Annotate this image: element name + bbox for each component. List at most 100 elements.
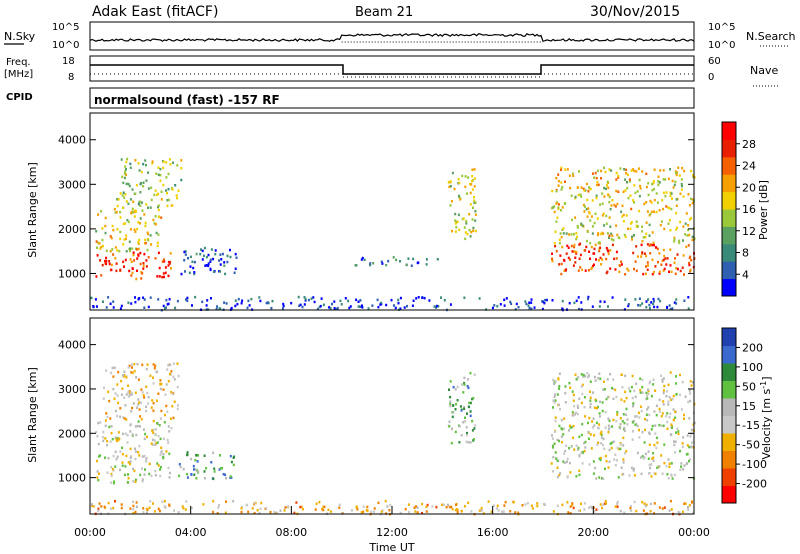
heatmap-cell [150, 198, 153, 202]
heatmap-cell [632, 405, 634, 408]
heatmap-cell [690, 428, 693, 432]
heatmap-cell [625, 396, 628, 400]
heatmap-cell [620, 373, 623, 376]
heatmap-cell [631, 421, 634, 424]
heatmap-cell [596, 406, 598, 410]
heatmap-cell [449, 402, 452, 406]
heatmap-cell [184, 508, 187, 511]
heatmap-cell [154, 443, 157, 446]
heatmap-cell [118, 249, 121, 253]
heatmap-cell [146, 435, 149, 439]
heatmap-cell [219, 454, 221, 457]
heatmap-cell [113, 480, 116, 483]
heatmap-cell [501, 510, 503, 513]
heatmap-cell [645, 306, 648, 309]
heatmap-cell [361, 306, 364, 309]
heatmap-cell [653, 187, 656, 191]
heatmap-cell [679, 373, 681, 377]
heatmap-cell [630, 207, 633, 211]
heatmap-cell [669, 371, 672, 374]
heatmap-cell [372, 262, 375, 265]
heatmap-cell [220, 258, 223, 261]
heatmap-cell [602, 477, 605, 481]
heatmap-cell [615, 395, 618, 399]
heatmap-cell [630, 505, 632, 508]
heatmap-cell [690, 501, 693, 504]
heatmap-cell [141, 478, 144, 481]
heatmap-cell [172, 416, 175, 420]
heatmap-cell [253, 511, 256, 515]
heatmap-cell [96, 476, 99, 479]
heatmap-cell [193, 272, 196, 276]
heatmap-cell [253, 502, 256, 505]
heatmap-cell [616, 505, 619, 508]
heatmap-cell [164, 393, 167, 396]
heatmap-cell [573, 404, 576, 408]
heatmap-cell [623, 400, 626, 403]
heatmap-cell [145, 405, 148, 409]
heatmap-cell [134, 447, 136, 450]
heatmap-cell [443, 503, 446, 507]
y-tick-label: 4000 [58, 339, 86, 352]
heatmap-cell [617, 476, 620, 479]
colorbar-block [722, 226, 736, 245]
heatmap-cell [183, 250, 186, 254]
heatmap-cell [604, 410, 607, 414]
heatmap-cell [417, 296, 420, 299]
heatmap-cell [104, 419, 107, 422]
heatmap-cell [331, 302, 333, 306]
heatmap-cell [578, 469, 581, 473]
heatmap-cell [678, 239, 681, 243]
heatmap-cell [591, 232, 594, 235]
heatmap-cell [464, 175, 467, 178]
heatmap-cell [193, 260, 196, 264]
colorbar-tick-label: 28 [742, 138, 756, 151]
heatmap-cell [150, 442, 153, 445]
y-tick-label: 2000 [58, 427, 86, 440]
heatmap-cell [147, 238, 150, 242]
heatmap-cell [117, 431, 120, 434]
heatmap-cell [107, 457, 110, 460]
heatmap-cell [558, 473, 561, 477]
heatmap-cell [478, 297, 481, 300]
heatmap-cell [114, 392, 117, 395]
heatmap-cell [661, 199, 664, 202]
heatmap-cell [603, 502, 606, 506]
heatmap-cell [168, 262, 171, 265]
heatmap-cell [412, 257, 415, 261]
heatmap-cell [159, 383, 162, 386]
heatmap-cell [173, 378, 176, 381]
heatmap-cell [576, 186, 579, 189]
heatmap-cell [381, 262, 384, 265]
heatmap-cell [660, 220, 663, 223]
heatmap-cell [635, 170, 638, 173]
heatmap-cell [354, 264, 357, 267]
heatmap-cell [649, 466, 652, 470]
heatmap-cell [670, 398, 673, 401]
heatmap-cell [551, 434, 553, 437]
heatmap-cell [612, 378, 615, 381]
heatmap-cell [556, 504, 559, 508]
heatmap-cell [598, 457, 601, 460]
heatmap-cell [588, 250, 591, 253]
heatmap-cell [454, 230, 457, 233]
heatmap-cell [132, 200, 135, 203]
heatmap-cell [356, 508, 359, 511]
heatmap-cell [399, 296, 402, 300]
heatmap-cell [458, 425, 461, 428]
heatmap-cell [406, 304, 408, 308]
heatmap-cell [653, 300, 655, 303]
heatmap-cell [626, 267, 629, 271]
heatmap-cell [167, 198, 170, 202]
heatmap-cell [357, 305, 360, 308]
heatmap-cell [130, 371, 133, 374]
heatmap-cell [568, 461, 571, 465]
heatmap-cell [580, 195, 583, 198]
heatmap-cell [687, 244, 690, 247]
heatmap-cell [471, 168, 474, 171]
heatmap-cell [147, 171, 150, 174]
heatmap-cell [660, 454, 663, 457]
heatmap-cell [616, 502, 619, 505]
heatmap-cell [115, 262, 118, 265]
heatmap-cell [583, 189, 586, 192]
